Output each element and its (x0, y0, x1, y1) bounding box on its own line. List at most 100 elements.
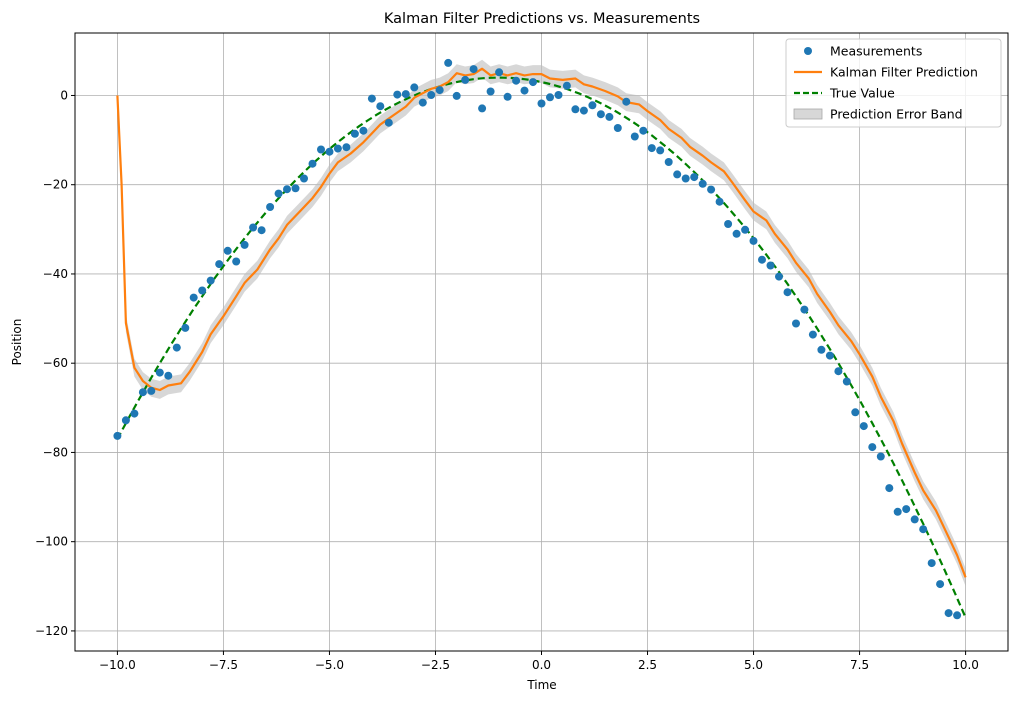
y-tick-label-5: −100 (35, 535, 68, 549)
measurement-point-26 (333, 144, 342, 153)
measurement-point-74 (741, 225, 750, 234)
true-value-line (116, 76, 967, 618)
measurement-point-12 (215, 260, 224, 269)
x-tick-label-2: −5.0 (315, 658, 344, 672)
y-tick-label-0: 0 (60, 88, 68, 102)
measurement-point-27 (342, 143, 351, 152)
measurement-point-2 (130, 409, 139, 418)
measurement-point-87 (851, 408, 860, 417)
measurement-point-25 (325, 147, 334, 156)
measurements-series (113, 58, 962, 620)
measurement-point-28 (350, 129, 359, 138)
measurement-point-8 (181, 323, 190, 332)
measurement-point-56 (588, 101, 597, 110)
measurement-point-36 (418, 98, 427, 107)
measurement-point-83 (817, 345, 826, 354)
measurement-point-41 (461, 75, 470, 84)
x-tick-label-0: −10.0 (99, 658, 136, 672)
x-tick-label-6: 5.0 (744, 658, 763, 672)
measurement-point-50 (537, 99, 546, 108)
measurement-point-79 (783, 288, 792, 297)
measurement-point-66 (673, 170, 682, 179)
measurement-point-6 (164, 371, 173, 380)
y-axis-ticks: 0 −20 −40 −60 −80 −100 −120 (35, 88, 75, 638)
measurement-point-0 (113, 431, 122, 440)
measurement-point-5 (155, 368, 164, 377)
chart-title: Kalman Filter Predictions vs. Measuremen… (384, 11, 700, 27)
measurement-point-4 (147, 386, 156, 395)
y-tick-label-3: −60 (43, 356, 68, 370)
measurement-point-89 (868, 443, 877, 452)
measurement-point-91 (885, 484, 894, 493)
measurement-point-48 (520, 86, 529, 95)
measurement-point-31 (376, 102, 385, 111)
measurement-point-43 (478, 104, 487, 113)
measurement-point-20 (283, 185, 291, 194)
measurement-point-78 (775, 272, 783, 281)
measurement-point-15 (240, 240, 249, 249)
measurement-point-93 (902, 505, 911, 514)
legend-label-error-band: Prediction Error Band (830, 107, 963, 122)
measurement-point-94 (910, 515, 919, 524)
kalman-prediction-series (116, 67, 967, 578)
measurement-point-30 (367, 94, 376, 103)
measurement-point-86 (842, 377, 851, 386)
measurement-point-52 (554, 91, 563, 99)
measurement-point-3 (138, 388, 147, 397)
measurement-point-59 (613, 124, 622, 132)
measurement-point-68 (690, 173, 699, 182)
measurement-point-35 (410, 83, 419, 92)
measurement-point-88 (859, 422, 868, 431)
measurement-point-73 (732, 229, 741, 238)
x-tick-label-5: 2.5 (638, 658, 657, 672)
measurement-point-42 (469, 65, 478, 74)
measurement-point-85 (834, 367, 843, 376)
measurement-point-61 (630, 132, 639, 141)
measurement-point-71 (715, 197, 724, 206)
measurement-point-44 (486, 87, 495, 96)
legend-box (785, 38, 1002, 128)
measurement-point-69 (698, 179, 707, 188)
measurement-point-18 (266, 203, 275, 211)
measurement-point-38 (435, 86, 444, 95)
measurement-point-47 (512, 76, 521, 85)
legend-label-true-value: True Value (829, 86, 895, 101)
measurement-point-29 (359, 126, 368, 135)
legend-marker-error-band (793, 108, 823, 120)
measurement-point-17 (257, 226, 266, 235)
measurement-point-65 (664, 158, 673, 166)
measurement-point-13 (223, 246, 232, 255)
measurement-point-49 (529, 78, 537, 87)
x-axis-label: Time (526, 678, 556, 692)
measurement-point-46 (503, 92, 512, 101)
measurement-point-7 (172, 343, 181, 352)
x-tick-label-4: 0.0 (532, 658, 551, 672)
measurement-point-98 (944, 609, 953, 618)
measurement-point-19 (274, 189, 283, 198)
measurement-point-67 (681, 174, 690, 183)
measurement-point-51 (546, 93, 554, 102)
measurement-point-90 (876, 452, 885, 461)
measurement-point-53 (562, 81, 571, 90)
measurement-point-14 (232, 257, 241, 266)
x-axis-ticks: −10.0 −7.5 −5.0 −2.5 0.0 2.5 5.0 7.5 10.0 (99, 651, 979, 672)
measurement-point-11 (206, 276, 215, 285)
measurement-point-34 (401, 90, 410, 99)
measurement-point-57 (596, 110, 605, 119)
kalman-prediction-line (116, 67, 967, 578)
measurement-point-62 (639, 126, 648, 135)
measurement-point-92 (893, 507, 902, 516)
measurement-point-55 (579, 106, 588, 115)
measurement-point-23 (308, 159, 317, 168)
x-tick-label-8: 10.0 (952, 658, 979, 672)
measurement-point-33 (393, 90, 402, 99)
measurement-point-76 (758, 255, 766, 264)
measurement-point-84 (825, 351, 834, 360)
y-tick-label-2: −40 (43, 267, 68, 281)
measurement-point-39 (444, 58, 453, 67)
measurement-point-54 (571, 105, 580, 114)
legend: Measurements Kalman Filter Prediction True… (785, 38, 1002, 128)
measurement-point-99 (953, 611, 962, 620)
measurement-point-96 (927, 559, 936, 568)
